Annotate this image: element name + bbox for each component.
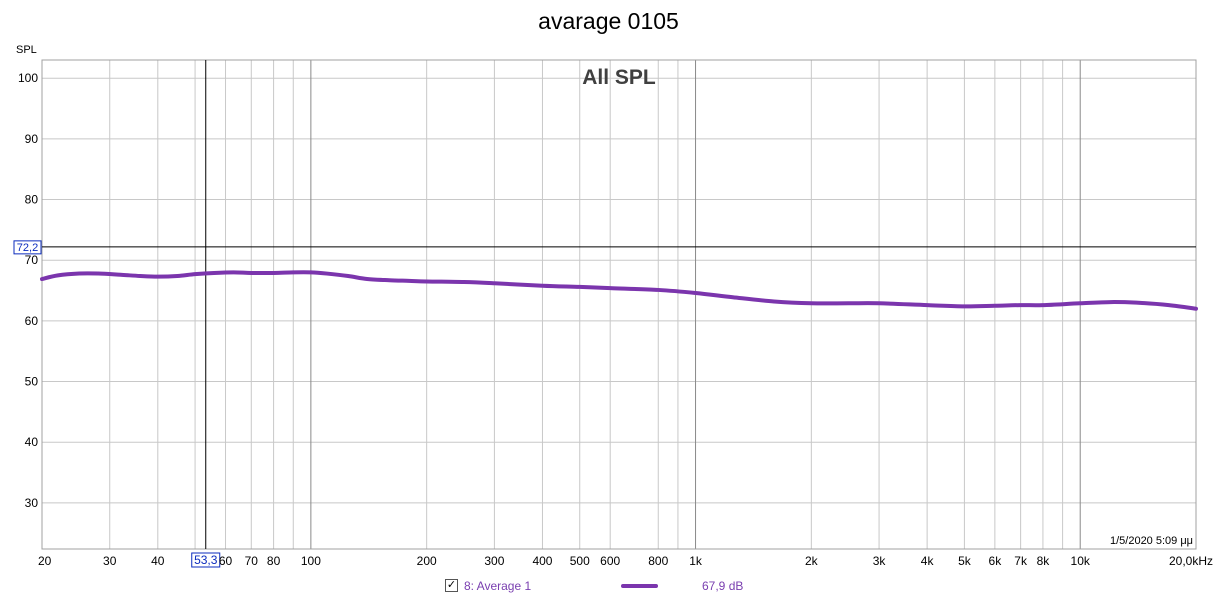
cursor-y-readout: 72,2 — [17, 242, 38, 254]
x-tick-label: 4k — [921, 554, 935, 568]
chart-subtitle: All SPL — [582, 66, 656, 89]
x-tick-label: 200 — [417, 554, 437, 568]
x-tick-label: 300 — [484, 554, 504, 568]
x-tick-label: 80 — [267, 554, 281, 568]
y-axis-label: SPL — [16, 44, 37, 56]
legend-series-swatch — [621, 584, 658, 588]
y-tick-label: 30 — [25, 496, 39, 510]
x-tick-label: 3k — [873, 554, 887, 568]
x-tick-label: 20 — [38, 554, 52, 568]
x-tick-label: 30 — [103, 554, 117, 568]
y-tick-label: 100 — [18, 71, 38, 85]
legend-series-checkbox[interactable]: ✓ — [445, 579, 458, 592]
y-tick-label: 40 — [25, 435, 39, 449]
x-tick-label: 400 — [532, 554, 552, 568]
x-tick-label: 2k — [805, 554, 819, 568]
plot-frame — [41, 59, 1197, 550]
y-tick-label: 60 — [25, 314, 39, 328]
series-layer — [40, 270, 1198, 311]
x-tick-label: 20,0kHz — [1169, 554, 1213, 568]
chart-title: avarage 0105 — [538, 8, 679, 34]
legend: ✓ 8: Average 1 67,9 dB — [0, 577, 1217, 597]
cursor-y-readout-box — [13, 240, 42, 255]
x-axis-ticks: 20 30 40 60 70 80 100 200 300 400 500 600 800 1k 2k 3k 4… — [38, 554, 1213, 568]
y-tick-label: 70 — [25, 253, 39, 267]
y-tick-label: 50 — [25, 375, 39, 389]
x-tick-label: 70 — [245, 554, 259, 568]
x-tick-label: 8k — [1037, 554, 1051, 568]
y-axis-ticks: 30 40 50 60 70 80 90 100 — [18, 71, 38, 510]
x-tick-label: 60 — [219, 554, 233, 568]
x-tick-label: 600 — [600, 554, 620, 568]
x-tick-label: 40 — [151, 554, 165, 568]
y-tick-label: 90 — [25, 132, 39, 146]
legend-series-value: 67,9 dB — [702, 579, 744, 593]
x-tick-label: 1k — [689, 554, 703, 568]
legend-series-name[interactable]: 8: Average 1 — [464, 579, 532, 593]
x-tick-label: 800 — [648, 554, 668, 568]
x-tick-label: 7k — [1014, 554, 1028, 568]
y-tick-label: 80 — [25, 193, 39, 207]
x-tick-label: 100 — [301, 554, 321, 568]
series-line — [40, 270, 1198, 311]
x-tick-label: 5k — [958, 554, 972, 568]
cursor-x-readout-box — [191, 552, 221, 568]
x-tick-label: 500 — [570, 554, 590, 568]
x-tick-label: 10k — [1071, 554, 1091, 568]
x-tick-label: 6k — [989, 554, 1003, 568]
timestamp: 1/5/2020 5:09 μμ — [1110, 535, 1193, 547]
cursor-crosshair[interactable]: 72,2 53,3 — [13, 60, 1196, 568]
cursor-x-readout: 53,3 — [194, 553, 218, 567]
